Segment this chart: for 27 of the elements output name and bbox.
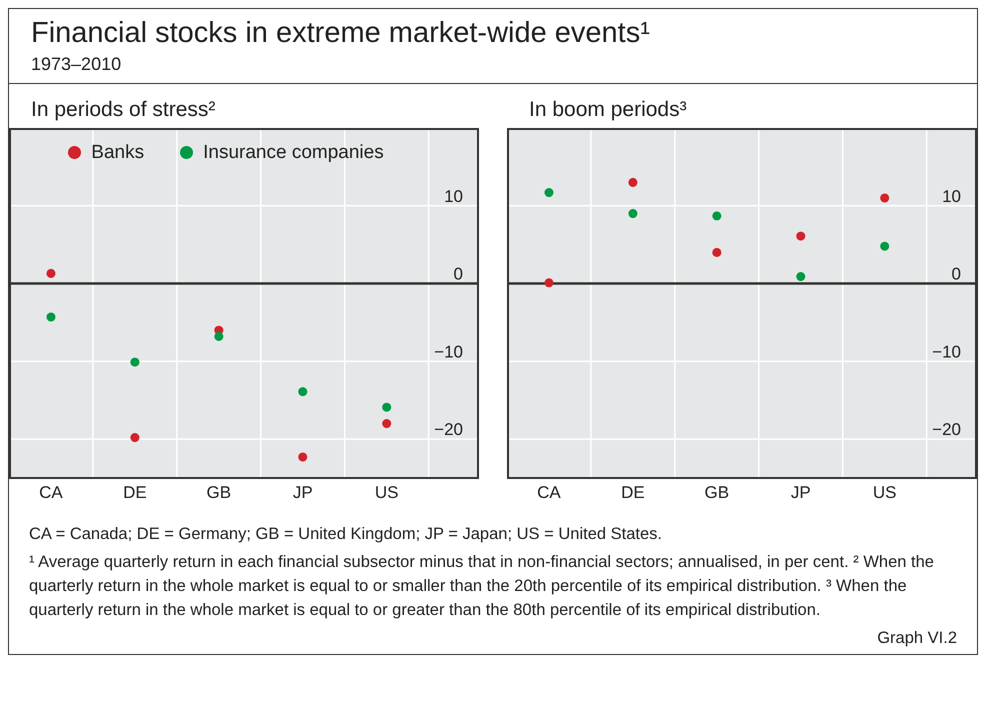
text: CA = Canada; DE = Germany; GB = United Kingdom; JP = Japan; US = United States.: [29, 524, 663, 545]
text: 1973–2010: [30, 54, 122, 76]
text: ¹ Average quarterly return in each financial subsector minus that in non-financial sectors; annualised, in per cent. ² When the quarterly return in the whole market is equal to or smaller than the 20th percentile of its empirical distribution. ³ When the quarterly return in the whole market is equal to or greater than the 80th percentile of its empirical distribution.: [29, 552, 935, 621]
x-tick-label: US: [374, 483, 398, 502]
x-tick-label: CA: [537, 483, 562, 502]
y-tick-label: 10: [444, 186, 463, 206]
legend-label: Banks: [91, 142, 144, 163]
y-tick-label: 0: [454, 264, 463, 284]
y-tick-label: −20: [932, 420, 961, 440]
x-tick-label: GB: [206, 483, 232, 502]
x-tick-label: JP: [790, 483, 811, 502]
x-tick-label: JP: [292, 483, 313, 502]
y-tick-label: −10: [932, 342, 961, 362]
y-tick-label: 0: [952, 264, 961, 284]
x-tick-label: GB: [704, 483, 730, 502]
x-tick-label: DE: [123, 483, 147, 502]
text: Graph VI.2: [876, 628, 957, 649]
y-tick-label: −20: [434, 420, 463, 440]
x-tick-label: DE: [621, 483, 645, 502]
legend-label: Insurance companies: [203, 142, 384, 163]
x-tick-label: US: [872, 483, 896, 502]
chart-title: In periods of stress²: [30, 97, 216, 123]
chart-title: In boom periods³: [528, 97, 688, 123]
y-tick-label: 10: [942, 186, 961, 206]
y-tick-label: −10: [434, 342, 463, 362]
x-tick-label: CA: [39, 483, 64, 502]
text: Financial stocks in extreme market-wide events¹: [30, 16, 651, 51]
